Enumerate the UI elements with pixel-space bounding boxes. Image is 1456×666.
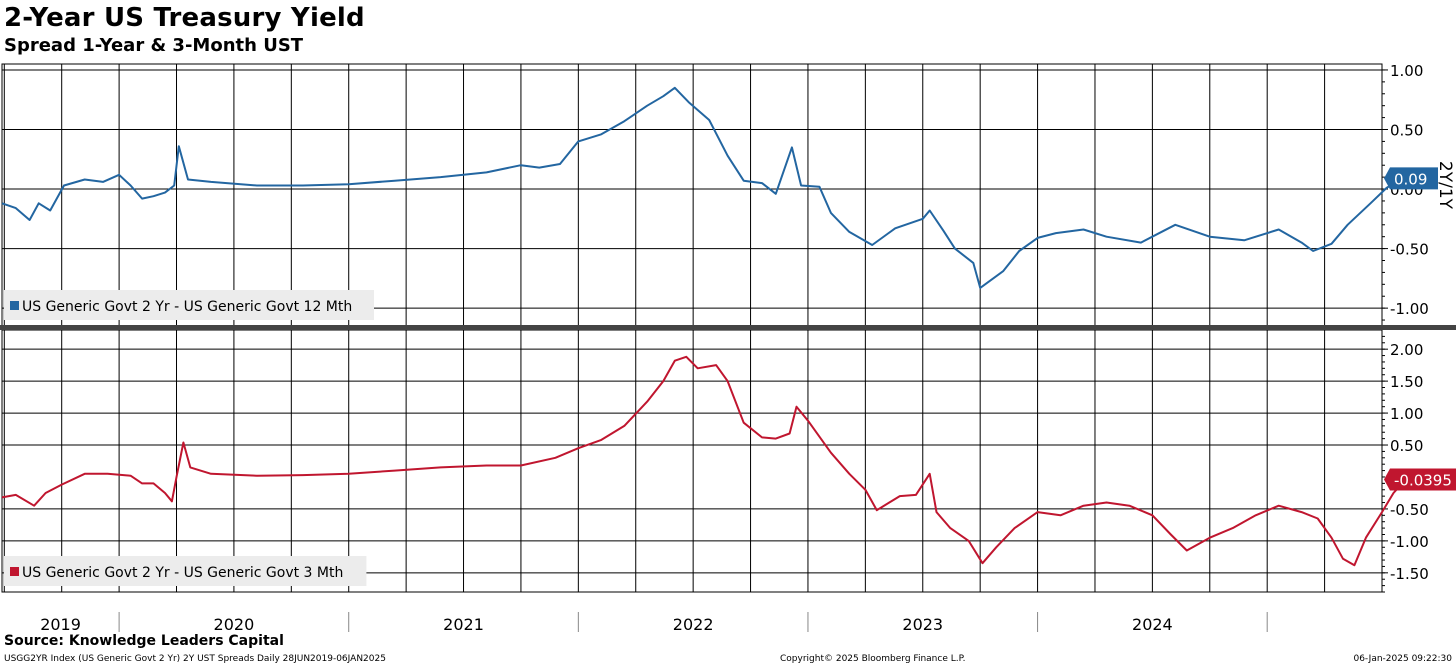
panel-divider [0,325,1456,330]
footer-index-info: USGG2YR Index (US Generic Govt 2 Yr) 2Y … [4,654,386,664]
y-tick-label: 1.00 [1390,405,1423,423]
legend-box [4,290,374,320]
legend-label: US Generic Govt 2 Yr - US Generic Govt 3… [22,565,343,581]
last-value-tag [1384,468,1456,491]
y-tick-label: 1.50 [1390,373,1423,391]
x-year-label: 2020 [214,615,255,634]
y-axis-label: 2Y/1Y [1435,161,1455,210]
x-year-label: 2023 [902,615,943,634]
plot-area-bottom [1,329,1383,593]
y-tick-label: 2.00 [1390,341,1423,359]
y-tick-label: 0.50 [1390,122,1423,140]
plot-area-top [1,63,1383,327]
legend-label: US Generic Govt 2 Yr - US Generic Govt 1… [22,299,352,315]
y-tick-label: -1.00 [1390,533,1429,551]
y-tick-label: 1.00 [1390,62,1423,80]
y-tick-label: -1.50 [1390,565,1429,583]
legend-swatch [10,567,19,576]
source-note: Source: Knowledge Leaders Capital [4,633,284,649]
legend-box [4,556,367,586]
chart-subtitle: Spread 1-Year & 3-Month UST [4,35,304,56]
y-tick-label: -0.50 [1390,501,1429,519]
footer-timestamp: 06-Jan-2025 09:22:30 [1353,654,1452,664]
last-value-tag [1384,167,1438,190]
x-year-label: 2019 [40,615,81,634]
series-line-top [1,86,1410,289]
chart-title: 2-Year US Treasury Yield [4,3,365,33]
y-tick-label: 0.50 [1390,437,1423,455]
last-value-label: 0.09 [1394,170,1427,188]
x-year-label: 2024 [1132,615,1173,634]
y-tick-label: -0.50 [1390,241,1429,259]
x-year-label: 2022 [673,615,714,634]
footer-copyright: Copyright© 2025 Bloomberg Finance L.P. [780,654,966,664]
series-line-bottom [1,355,1410,567]
x-year-label: 2021 [443,615,484,634]
legend-swatch [10,301,19,310]
y-tick-label: -1.00 [1390,300,1429,318]
last-value-label: -0.0395 [1394,471,1452,489]
